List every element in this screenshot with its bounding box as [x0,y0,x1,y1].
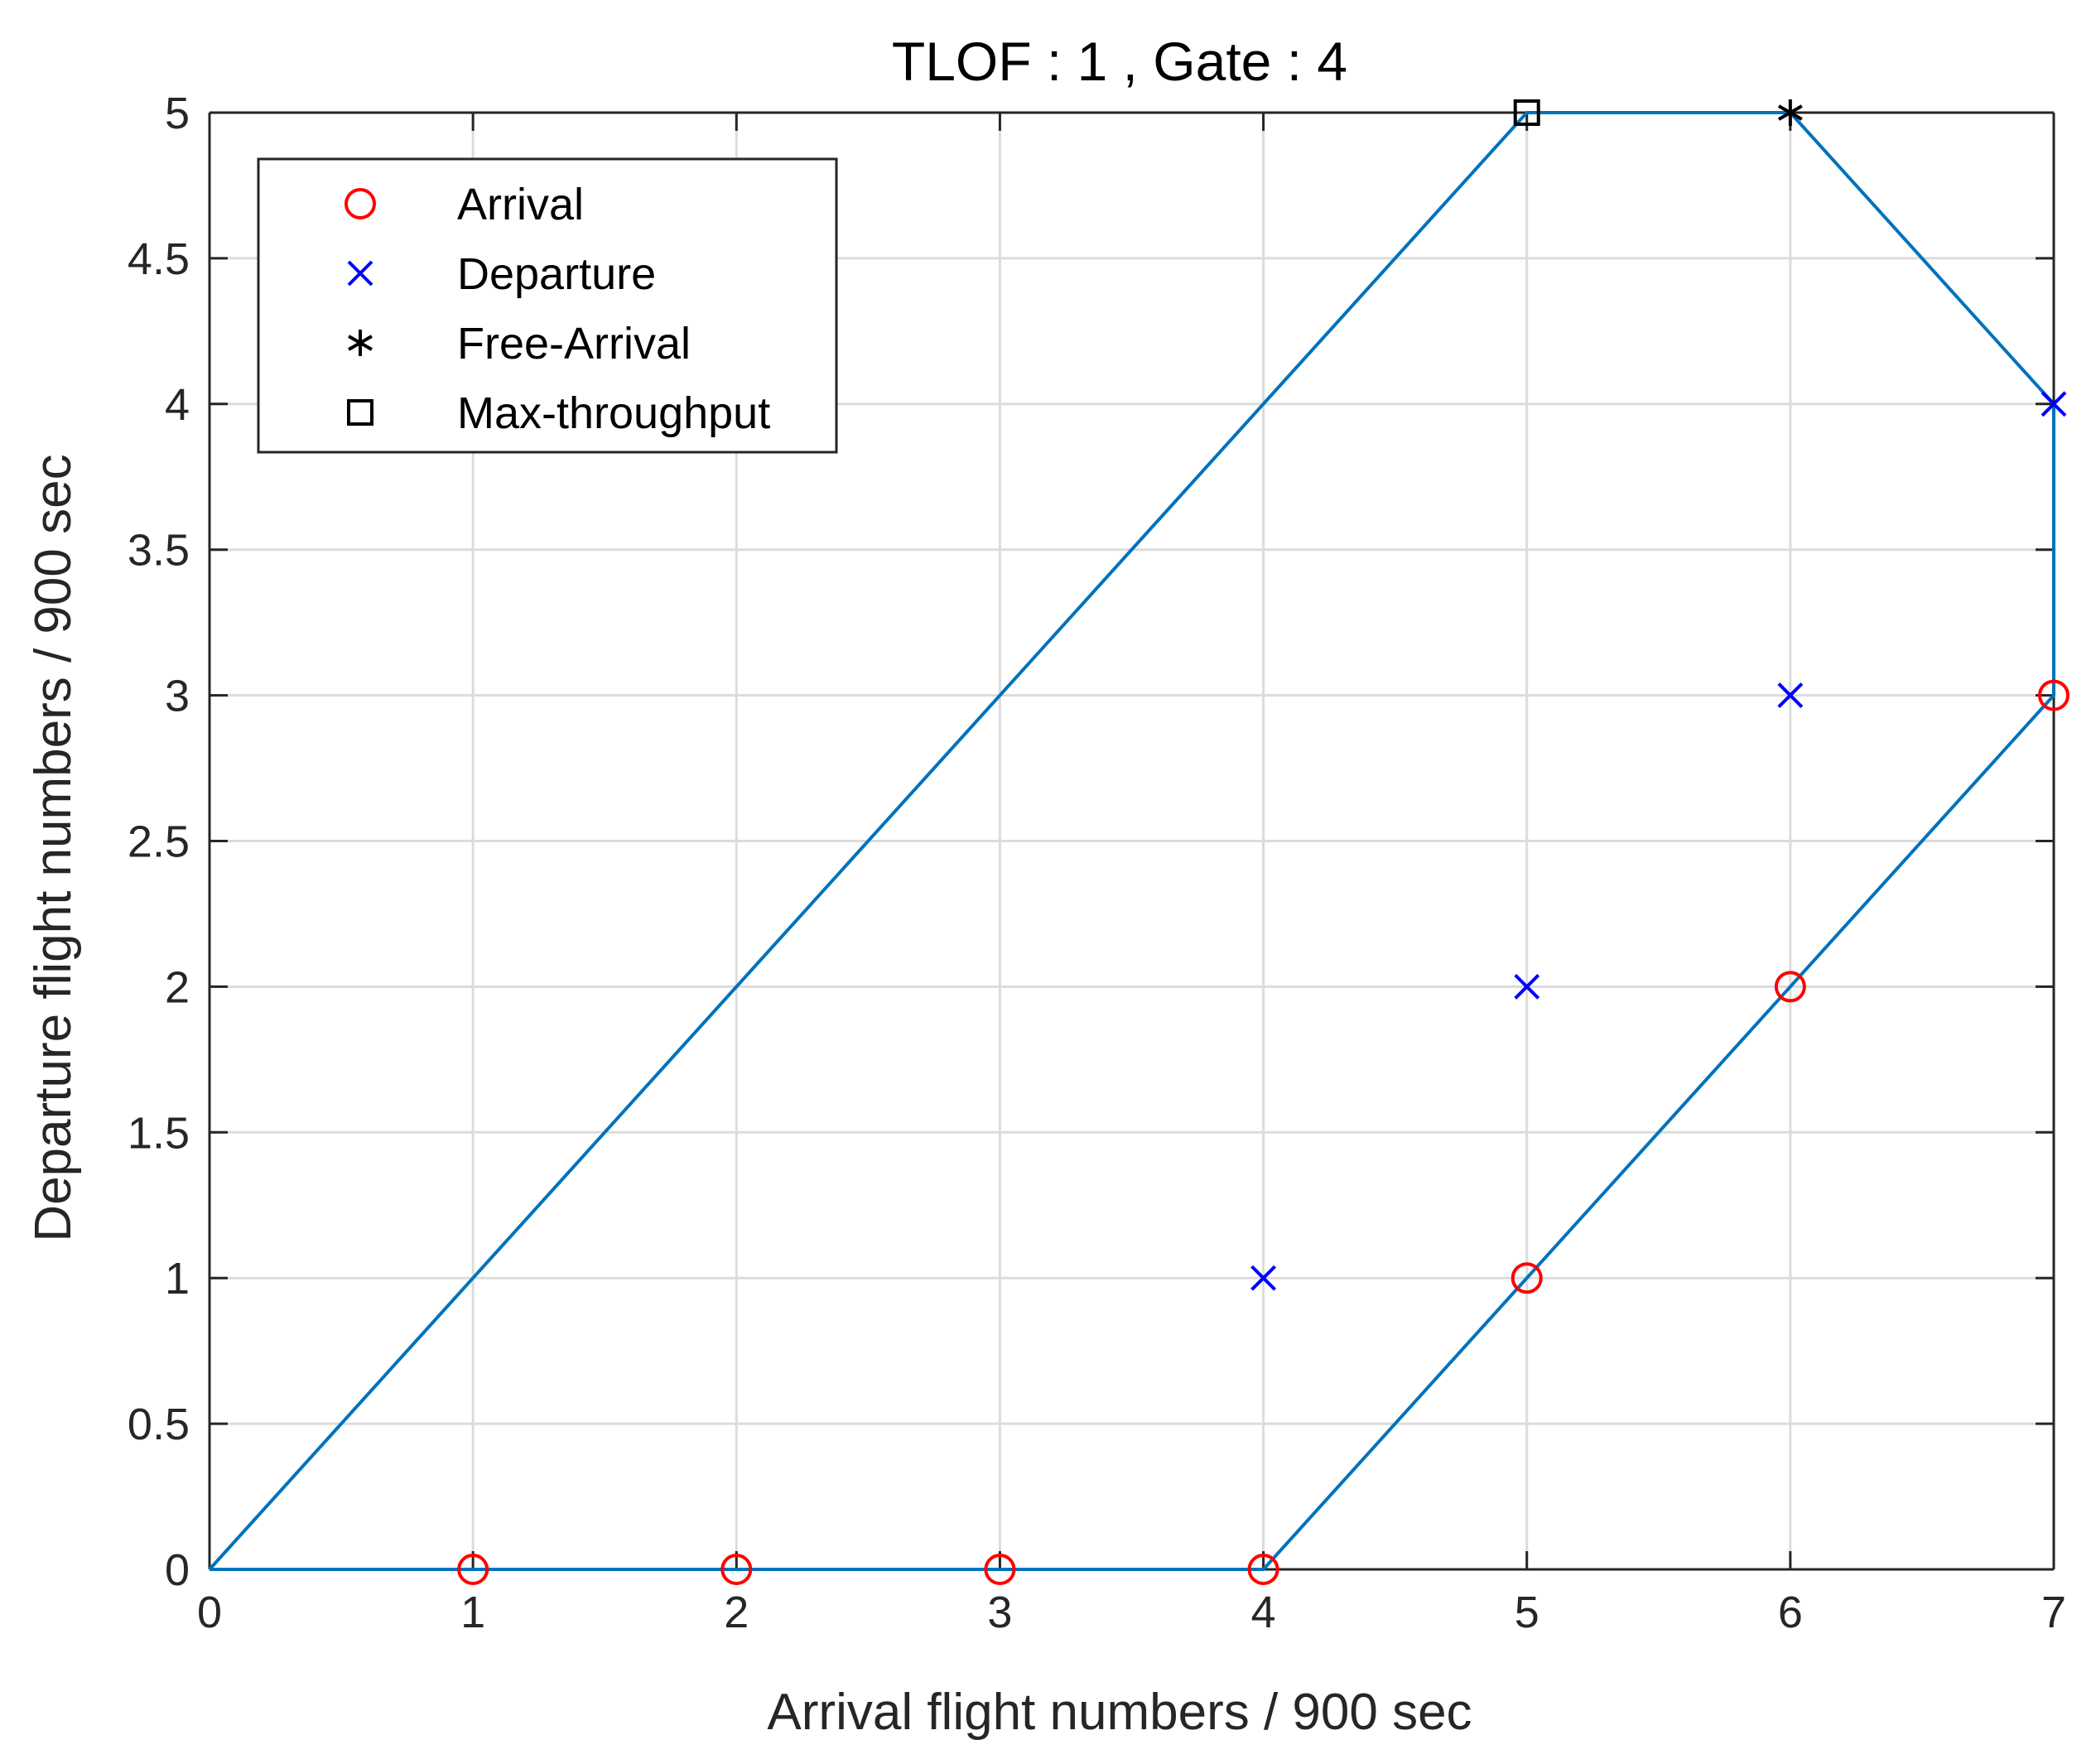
chart-title: TLOF : 1 , Gate : 4 [892,31,1347,92]
legend-marker-arrival [345,188,376,219]
circle-marker [457,1554,489,1585]
x-tick-label: 0 [197,1588,222,1637]
circle-marker [984,1554,1016,1585]
y-tick-label: 4.5 [128,234,190,284]
circle-marker [720,1554,753,1585]
square-marker [347,399,373,426]
legend-entry-free-arrival: Free-Arrival [348,319,691,369]
arrival-point [1774,971,1806,1003]
legend: Arrival Departure Free-Arrival Max-throughp… [257,157,838,454]
legend-label-departure: Departure [457,249,656,299]
x-tick-label: 7 [2041,1588,2066,1637]
x-axis-title: Arrival flight numbers / 900 sec [767,1684,1472,1741]
departure-point [1250,1265,1276,1291]
departure-point [1514,973,1540,1000]
x-marker-stroke [1777,682,1804,709]
series-arrival [457,679,2069,1585]
x-marker-stroke [347,260,373,287]
circle-marker [2038,679,2069,711]
tick-labels: 0 1 2 3 4 5 6 7 0 0.5 1 1.5 2 2.5 3 3.5 4 4.5 5 [128,89,2066,1637]
y-tick-label: 2.5 [128,817,190,867]
arrival-point [457,1554,489,1585]
x-tick-label: 5 [1515,1588,1539,1637]
asterisk-stroke [348,335,373,351]
legend-marker-departure [347,260,373,287]
arrival-point [984,1554,1016,1585]
departure-point [1777,682,1804,709]
x-tick-label: 6 [1778,1588,1803,1637]
x-marker-stroke [1514,973,1540,1000]
circle-marker [1247,1554,1279,1585]
arrival-point [1511,1262,1543,1294]
departure-point [2041,391,2067,417]
circle-marker [1774,971,1806,1003]
grid [208,111,2055,1571]
series-departure [1250,391,2067,1291]
square-marker [1513,99,1540,126]
legend-label-arrival: Arrival [457,180,584,229]
free-arrival-point [1777,99,1803,126]
legend-marker-free-arrival [348,330,373,356]
arrival-point [720,1554,753,1585]
y-tick-label: 0.5 [128,1400,190,1449]
asterisk-stroke [1777,104,1803,121]
arrival-point [1247,1554,1279,1585]
max-throughput-point [1513,99,1540,126]
y-tick-label: 4 [165,380,190,430]
legend-entry-arrival: Arrival [345,180,584,229]
circle-marker [345,188,376,219]
legend-label-max-throughput: Max-throughput [457,388,770,438]
series-max-throughput [1513,99,1540,126]
y-tick-label: 1 [165,1254,190,1304]
series-free-arrival [1777,99,1803,126]
y-tick-label: 3 [165,672,190,721]
legend-label-free-arrival: Free-Arrival [457,319,691,369]
x-tick-label: 2 [724,1588,749,1637]
legend-box [257,157,838,454]
legend-entry-max-throughput: Max-throughput [347,388,770,438]
x-marker-stroke [2041,391,2067,417]
y-tick-label: 3.5 [128,526,190,576]
x-tick-label: 4 [1251,1588,1276,1637]
y-tick-label: 5 [165,89,190,138]
x-marker-stroke [1250,1265,1276,1291]
y-tick-label: 0 [165,1545,190,1595]
circle-marker [1511,1262,1543,1294]
y-axis-title: Departure flight numbers / 900 sec [25,454,82,1241]
y-tick-label: 1.5 [128,1108,190,1158]
x-tick-label: 3 [987,1588,1012,1637]
x-tick-label: 1 [460,1588,485,1637]
legend-entry-departure: Departure [347,249,656,299]
legend-marker-max-throughput [347,399,373,426]
arrival-point [2038,679,2069,711]
y-tick-label: 2 [165,962,190,1012]
data-markers [457,99,2069,1585]
